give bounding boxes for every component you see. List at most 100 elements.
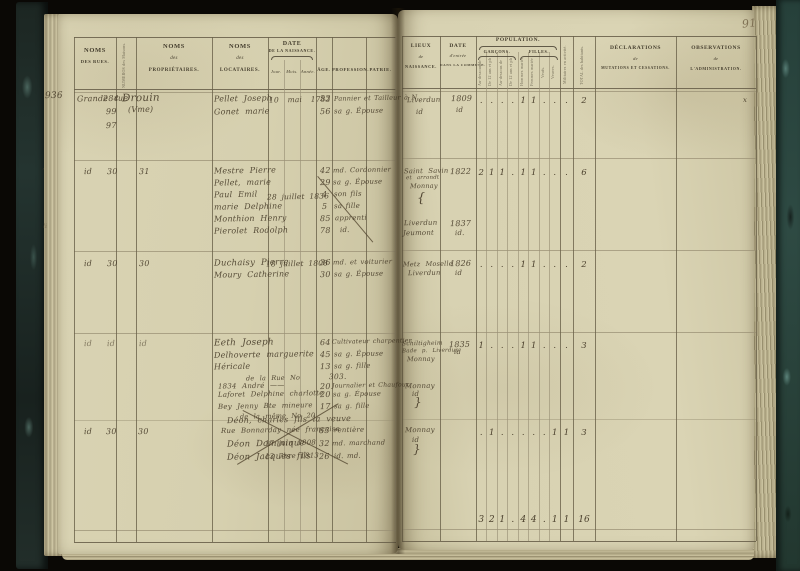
pop-mark: . [511, 515, 515, 525]
entry-date: 1826 [449, 258, 472, 269]
col-header-birthplace: LIEUX [410, 43, 432, 49]
col-header-proprietors: NOMS [163, 43, 185, 50]
table-rule [507, 52, 508, 541]
pop-mark: 1 [520, 260, 526, 270]
house-number: 30 [105, 426, 117, 437]
col-header-streets-sub: DES RUES. [80, 59, 110, 64]
pop-mark: . [479, 96, 483, 106]
age-value: 30 [319, 269, 331, 280]
page-number: 91 [741, 16, 758, 31]
pop-col-label: Au-dessous de 12 ans. [499, 58, 503, 86]
age-value: 5 [321, 201, 328, 212]
table-rule [402, 36, 756, 37]
pop-mark: . [511, 96, 515, 106]
profession: sa g. Épouse [332, 177, 383, 187]
pop-col-label: Femmes mariées. [530, 58, 534, 86]
header-brace [479, 46, 557, 50]
age-value: 32 [318, 438, 330, 449]
col-header-tenants: NOMS [229, 43, 251, 50]
pop-mark: . [479, 260, 483, 270]
pop-mark: 3 [581, 341, 587, 351]
tenant-name: Mestre Pierre [213, 165, 277, 176]
table-rule [402, 158, 756, 159]
pop-col-label: Hommes mariés. [520, 58, 524, 86]
house-number: id [106, 338, 116, 349]
left-page [58, 14, 398, 554]
tenant-name: Pierolet Rodolph [213, 225, 289, 236]
col-header-year: Année. [300, 69, 316, 74]
pop-mark: 1 [499, 168, 505, 178]
table-rule [74, 92, 396, 93]
birthplace: id [415, 107, 424, 117]
pop-mark: . [511, 168, 515, 178]
pop-mark: . [565, 96, 568, 106]
col-header-declarations: DÉCLARATIONS [609, 45, 662, 51]
profession: sa fille [333, 201, 361, 211]
profession: son fils [333, 189, 362, 199]
table-rule [402, 91, 756, 92]
col-header-entrydate-sub2: DANS LA COMMUNE. [440, 63, 486, 67]
profession: sa g. Épouse [333, 106, 384, 116]
pop-mark: . [553, 168, 557, 178]
age-value: 4 [321, 189, 328, 200]
proprietor-note: (Vme) [127, 104, 154, 115]
age-value: 85 [319, 213, 331, 224]
pop-mark: . [500, 428, 504, 438]
right-page [398, 10, 754, 550]
table-rule [116, 37, 117, 542]
col-header-observations: OBSERVATIONS [691, 45, 741, 51]
table-rule [74, 251, 396, 252]
col-header-birthdate-sub: DE LA NAISSANCE. [268, 48, 316, 53]
pop-mark: . [532, 428, 536, 438]
col-header-girls: FILLES. [528, 49, 550, 54]
profession: sa g. fille [333, 361, 371, 371]
pop-col-label: De 12 ans et plus. [509, 58, 513, 86]
table-rule [402, 332, 756, 333]
age-value: 45 [319, 349, 331, 360]
table-rule [440, 36, 441, 541]
table-rule [402, 36, 403, 541]
pop-mark: . [511, 428, 515, 438]
table-rule [136, 37, 137, 542]
pop-col-label: Au-dessous de 12 ans. [478, 58, 482, 86]
entry-date: id [455, 105, 464, 115]
header-brace [478, 56, 516, 60]
table-rule [549, 52, 550, 541]
table-rule [74, 542, 396, 543]
table-rule [74, 420, 396, 421]
brace-mark: { [416, 190, 426, 207]
col-header-entrydate-sub1: d'entrée [449, 53, 467, 58]
tenant-name: marie Delphine [213, 201, 283, 212]
header-brace [271, 56, 313, 60]
pop-mark: 1 [551, 515, 558, 525]
entry-date: id. [454, 228, 465, 238]
street-name: id [83, 166, 93, 177]
col-header-declarations-sub: MUTATIONS ET CESSATIONS. [601, 66, 670, 70]
tenant-name: Gonet marie [213, 106, 270, 117]
age-value: 13 [319, 361, 331, 372]
house-number: 97 [105, 120, 117, 131]
col-header-birthplace-de: de [418, 54, 424, 59]
pop-mark: . [479, 428, 483, 438]
pop-mark: . [500, 96, 504, 106]
tenant-name: Pellet, marie [213, 177, 272, 188]
birth-date: 13 7bre 1813 [264, 451, 320, 461]
house-number: 99 [105, 106, 117, 117]
col-header-birthplace-sub: NAISSANCE. [405, 64, 437, 69]
table-rule [518, 52, 519, 541]
age-value: 64 [319, 337, 331, 348]
pop-mark: 2 [581, 96, 587, 106]
pop-mark: 1 [489, 428, 495, 438]
entry-date: 1822 [449, 166, 472, 177]
pop-mark: . [565, 260, 568, 270]
house-number: 30 [106, 166, 118, 177]
profession: sa g. Épouse [333, 349, 384, 359]
age-value: 53 [319, 93, 331, 104]
birthplace: Schiltigheim [401, 339, 443, 348]
table-rule [539, 52, 540, 541]
birthplace: Liverdun [403, 218, 438, 228]
pop-mark: 1 [489, 168, 495, 178]
page-edges-left [44, 14, 62, 556]
col-header-total: TOTAL des habitants. [580, 45, 584, 85]
